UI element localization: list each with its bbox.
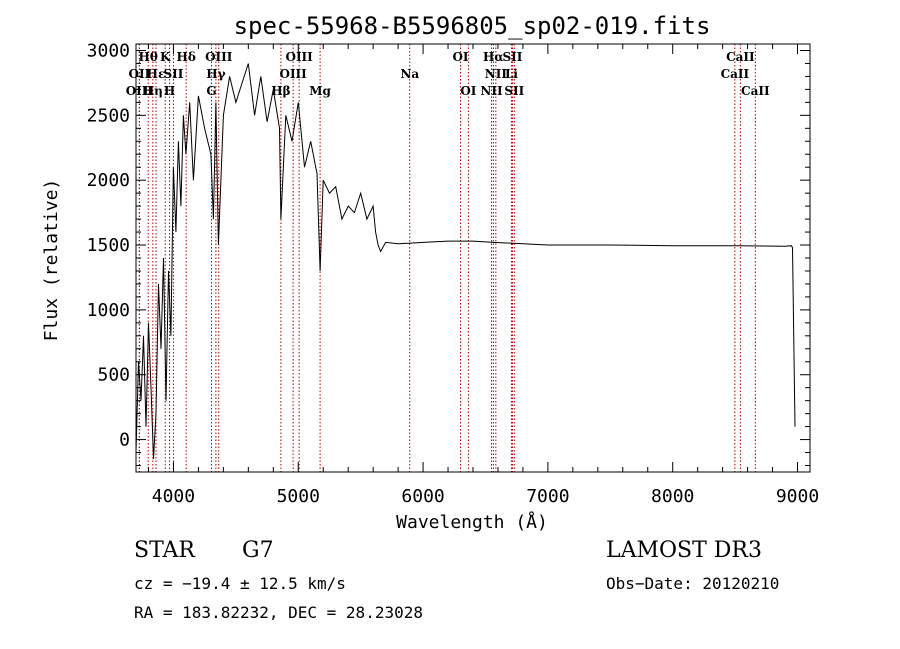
y-tick-label: 1000	[87, 300, 130, 321]
flux-series-line	[135, 63, 796, 460]
spectral-line-label: OIII	[205, 50, 233, 64]
x-axis-ticks: 4000 5000 6000 7000 8000 9000	[147, 44, 819, 507]
y-tick-label: 0	[119, 430, 130, 451]
observation-date: Obs−Date: 20120210	[606, 574, 780, 593]
y-tick-label: 500	[97, 365, 130, 386]
spectral-line-label: NII	[485, 67, 508, 81]
x-tick-label: 9000	[776, 486, 819, 507]
spectral-line-label: Hγ	[206, 67, 225, 81]
object-class: STAR	[134, 538, 195, 563]
chart-title: spec-55968-B5596805_sp02-019.fits	[234, 12, 711, 40]
x-tick-label: 6000	[401, 486, 444, 507]
x-tick-label: 7000	[526, 486, 569, 507]
spectral-line-label: H	[164, 84, 175, 98]
spectral-line-label: CaII	[741, 84, 770, 98]
survey-name: LAMOST DR3	[606, 538, 762, 563]
spectral-line-label: OIII	[126, 84, 154, 98]
x-tick-label: 8000	[651, 486, 694, 507]
spectral-line-label: CaII	[721, 67, 750, 81]
spectral-line-label: G	[206, 84, 216, 98]
spectral-line-label: Hδ	[177, 50, 196, 64]
spectral-line-label: OI	[452, 50, 468, 64]
spectral-line-label: OIII	[285, 50, 313, 64]
spectral-line-label: SII	[502, 50, 522, 64]
spectral-line-label: Na	[400, 67, 419, 81]
spectral-line-label: Hθ	[139, 50, 158, 64]
spectral-line-label: CaII	[726, 50, 755, 64]
spectral-line-label: Hα	[483, 50, 504, 64]
spectral-line-label: Hβ	[271, 84, 290, 98]
spectral-line-label: OIII	[279, 67, 307, 81]
y-axis-label: Flux (relative)	[41, 179, 62, 342]
spectral-line-label: Hε	[147, 67, 166, 81]
spectral-line-label: K	[160, 50, 171, 64]
spectral-line-label: SII	[504, 84, 524, 98]
spectral-line-label: Hη	[143, 84, 163, 98]
plot-frame	[135, 43, 811, 473]
coordinates: RA = 183.82232, DEC = 28.23028	[134, 603, 423, 622]
x-tick-label: 5000	[277, 486, 320, 507]
spectral-line-label: Mg	[309, 84, 331, 98]
redshift-value: cz = −19.4 ± 12.5 km/s	[134, 574, 346, 593]
y-tick-label: 2000	[87, 170, 130, 191]
spectral-line-label: NII	[480, 84, 503, 98]
y-tick-label: 3000	[87, 40, 130, 61]
spectral-line-label: SII	[163, 67, 183, 81]
object-subclass: G7	[242, 538, 274, 563]
spectral-line-markers	[138, 44, 756, 472]
y-tick-label: 2500	[87, 105, 130, 126]
spectral-line-label: OI	[460, 84, 476, 98]
x-axis-label: Wavelength (Å)	[396, 511, 548, 533]
y-tick-label: 1500	[87, 235, 130, 256]
x-tick-label: 4000	[152, 486, 195, 507]
spectral-line-label: Li	[505, 67, 518, 81]
spectral-line-label: OII	[129, 67, 151, 81]
y-axis-ticks: 0 500 1000 1500 2000 2500 3000	[87, 40, 810, 467]
spectrum-chart: spec-55968-B5596805_sp02-019.fits Hθ OII O…	[41, 12, 819, 533]
